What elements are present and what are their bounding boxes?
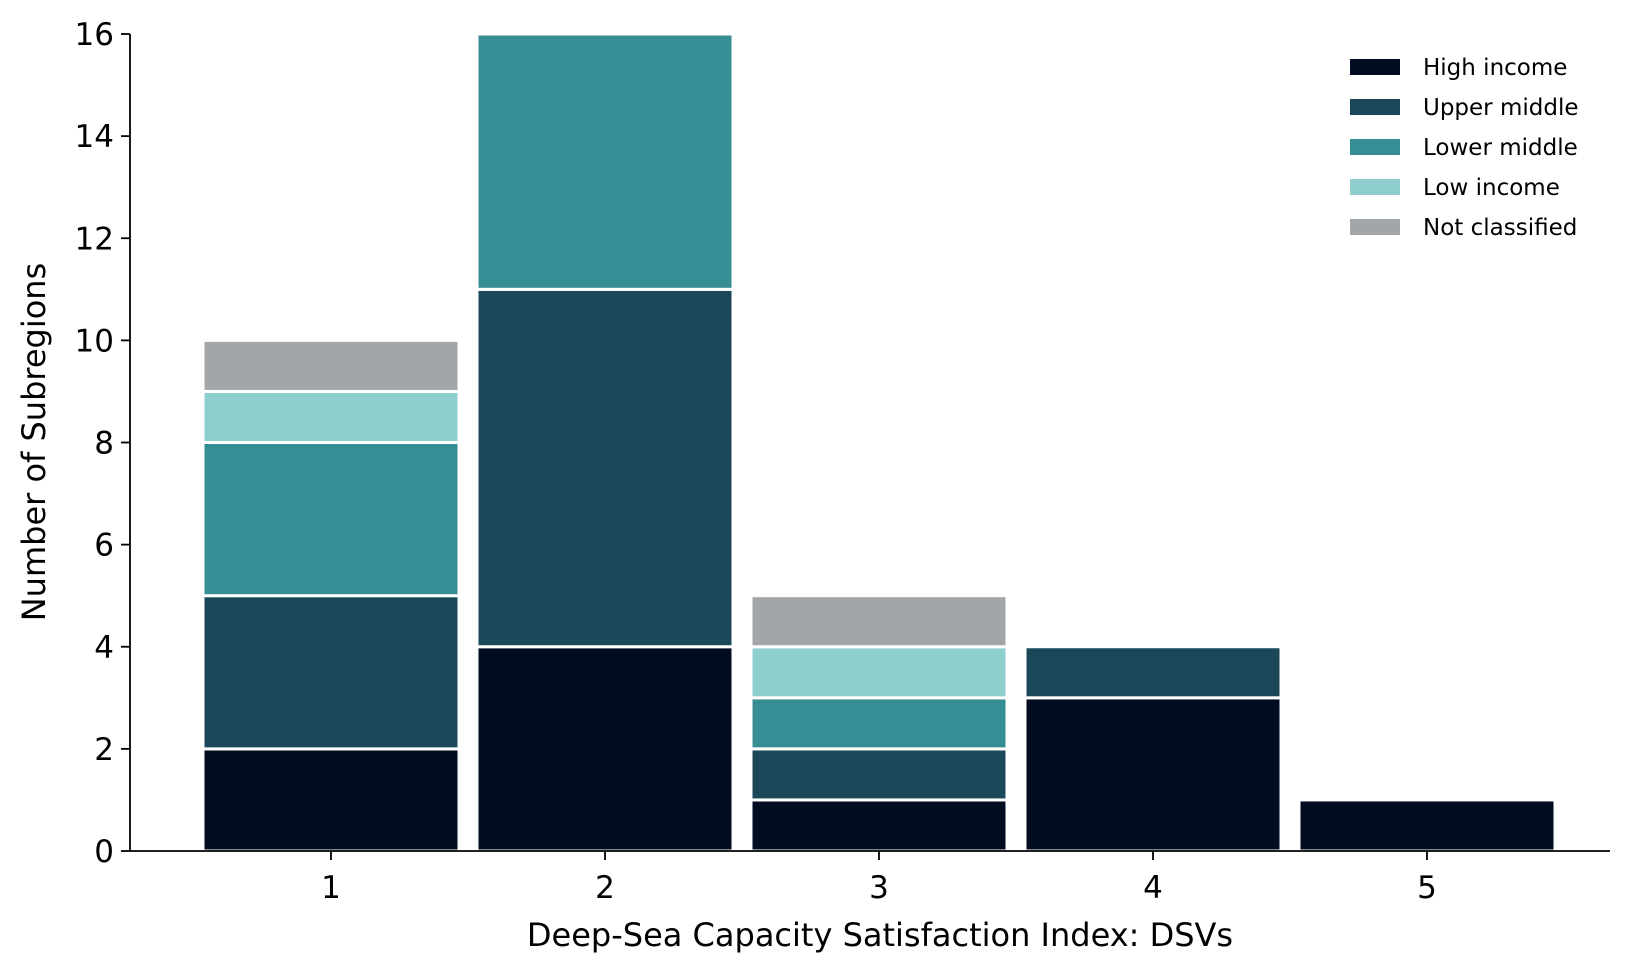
y-tick-label: 2 (94, 732, 114, 768)
y-tick-label: 4 (94, 630, 114, 666)
legend-swatch (1350, 59, 1400, 75)
bar-3-not-classified (749, 594, 1009, 649)
legend-label: Upper middle (1423, 95, 1579, 121)
bar-1-high-income (201, 747, 461, 853)
bar-3-low-income (749, 645, 1009, 700)
legend-label: Low income (1423, 175, 1560, 201)
bar-4-high-income (1023, 696, 1283, 853)
y-tick-label: 0 (94, 834, 114, 870)
legend-swatch (1350, 99, 1400, 115)
bar-2-lower-middle (475, 32, 735, 291)
bar-1-lower-middle (201, 441, 461, 598)
y-ticks: 0 2 4 6 8 10 12 14 16 (75, 17, 130, 870)
y-tick-label: 16 (75, 17, 114, 53)
y-tick-label: 6 (94, 528, 114, 564)
x-tick-label: 3 (869, 870, 889, 906)
bar-1-low-income (201, 389, 461, 444)
x-ticks: 1 2 3 4 5 (321, 851, 1437, 906)
bar-1-upper-middle (201, 594, 461, 751)
y-tick-label: 8 (94, 426, 114, 462)
bar-4-upper-middle (1023, 645, 1283, 700)
legend-swatch (1350, 219, 1400, 235)
x-tick-label: 4 (1143, 870, 1163, 906)
bar-3-upper-middle (749, 747, 1009, 802)
x-tick-label: 5 (1417, 870, 1437, 906)
bar-2-upper-middle (475, 287, 735, 649)
legend-swatch (1350, 179, 1400, 195)
legend-swatch (1350, 139, 1400, 155)
y-tick-label: 12 (75, 221, 114, 257)
bar-3-high-income (749, 798, 1009, 853)
x-axis-label: Deep-Sea Capacity Satisfaction Index: DS… (527, 916, 1233, 954)
y-tick-label: 14 (75, 119, 114, 155)
legend-label: High income (1423, 55, 1567, 81)
bar-1-not-classified (201, 338, 461, 393)
y-tick-label: 10 (75, 323, 114, 359)
legend-label: Not classified (1423, 215, 1577, 241)
x-tick-label: 1 (321, 870, 341, 906)
bars-layer (201, 32, 1557, 853)
x-tick-label: 2 (595, 870, 615, 906)
legend: High income Upper middle Lower middle Low i… (1350, 55, 1579, 241)
legend-label: Lower middle (1423, 135, 1578, 161)
bar-3-lower-middle (749, 696, 1009, 751)
bar-5-high-income (1297, 798, 1557, 853)
y-axis-label: Number of Subregions (15, 263, 53, 622)
bar-2-high-income (475, 645, 735, 853)
